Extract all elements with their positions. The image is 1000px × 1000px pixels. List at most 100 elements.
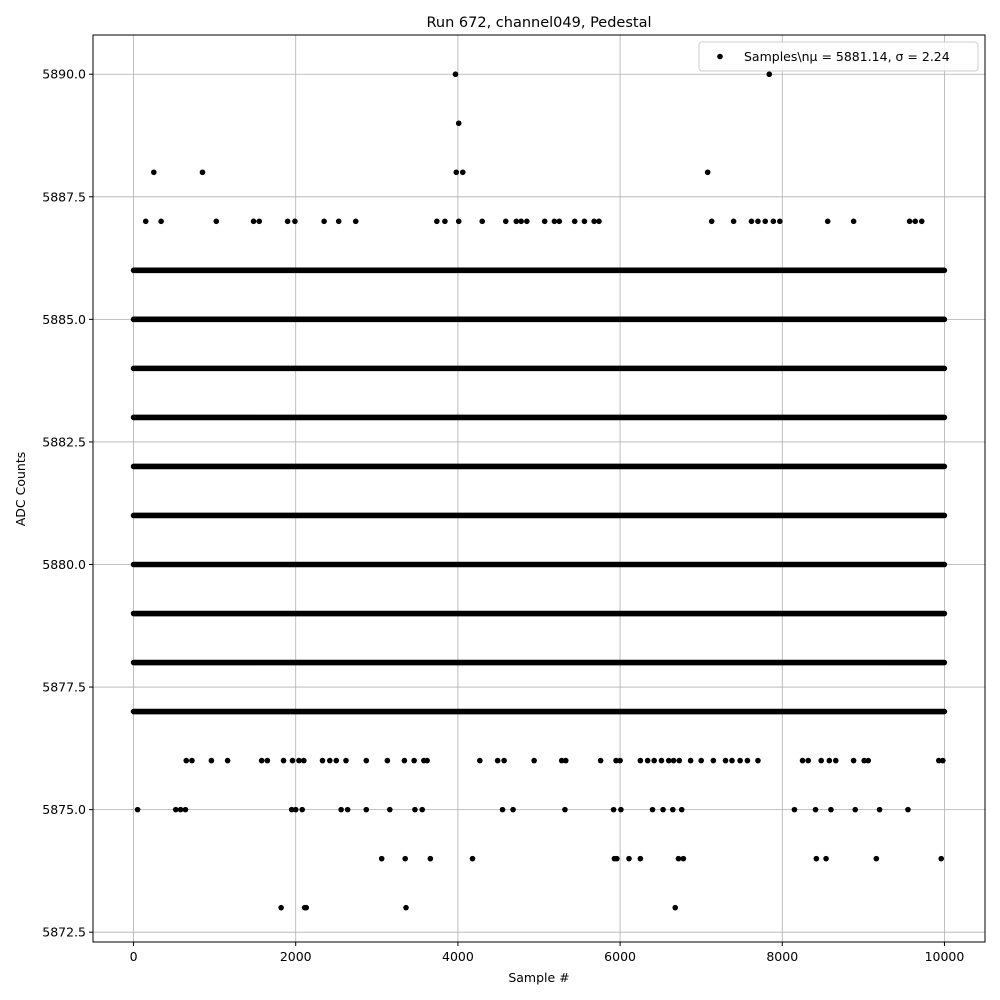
data-point xyxy=(744,757,751,764)
data-point xyxy=(256,218,263,225)
data-point xyxy=(905,806,911,813)
data-point xyxy=(799,757,806,764)
data-point xyxy=(729,757,735,764)
legend: Samples\nμ = 5881.14, σ = 2.24 xyxy=(698,41,979,72)
y-tick-label: 5875.0 xyxy=(42,802,86,817)
grid xyxy=(93,35,985,942)
data-point xyxy=(513,218,520,225)
data-point xyxy=(591,218,597,225)
data-point xyxy=(824,218,831,225)
x-tick-label: 2000 xyxy=(280,949,312,964)
data-point xyxy=(289,757,296,764)
data-point xyxy=(501,757,507,764)
data-point xyxy=(852,806,859,813)
data-point xyxy=(182,806,189,813)
data-point xyxy=(812,806,819,813)
data-point xyxy=(722,757,729,764)
data-point xyxy=(453,169,460,176)
data-point xyxy=(850,757,857,764)
data-point xyxy=(644,757,651,764)
data-point xyxy=(224,757,231,764)
data-point xyxy=(672,904,679,911)
data-point xyxy=(296,757,302,764)
data-point xyxy=(748,218,755,225)
data-point xyxy=(597,757,604,764)
data-point xyxy=(762,218,769,225)
data-point xyxy=(280,757,287,764)
data-point xyxy=(258,757,265,764)
data-point xyxy=(828,806,834,813)
data-point xyxy=(558,757,565,764)
x-tick-label: 0 xyxy=(130,949,138,964)
data-point xyxy=(292,806,299,813)
y-axis-label: ADC Counts xyxy=(13,452,28,527)
data-point xyxy=(755,757,761,764)
data-point xyxy=(333,757,340,764)
data-point xyxy=(626,855,632,862)
data-point xyxy=(301,757,307,764)
data-point xyxy=(524,218,530,225)
chart-title: Run 672, channel049, Pedestal xyxy=(426,15,651,31)
data-point xyxy=(412,806,418,813)
data-point xyxy=(596,218,602,225)
data-point xyxy=(813,855,820,862)
data-point xyxy=(189,757,195,764)
data-point xyxy=(876,806,883,813)
data-point xyxy=(424,757,430,764)
data-point xyxy=(427,855,434,862)
data-point xyxy=(665,757,672,764)
data-point xyxy=(755,218,761,225)
data-point xyxy=(777,218,783,225)
data-point xyxy=(676,757,683,764)
data-point xyxy=(199,169,206,176)
data-point xyxy=(818,757,824,764)
data-point xyxy=(469,855,476,862)
data-point xyxy=(502,218,509,225)
data-point xyxy=(614,855,620,862)
data-point xyxy=(678,806,685,813)
data-point xyxy=(710,757,717,764)
data-point xyxy=(288,806,295,813)
data-point xyxy=(363,757,370,764)
data-point xyxy=(571,218,578,225)
legend-label: Samples\nμ = 5881.14, σ = 2.24 xyxy=(744,49,950,64)
data-point xyxy=(613,757,619,764)
data-point xyxy=(675,855,682,862)
x-tick-label: 10000 xyxy=(925,949,965,964)
data-point xyxy=(384,757,391,764)
data-point xyxy=(551,218,558,225)
data-point xyxy=(213,218,220,225)
data-point xyxy=(459,169,466,176)
data-point xyxy=(326,757,333,764)
y-axis: 5872.5 5875.0 5877.5 5880.0 5882.5 5885.0 5887… xyxy=(42,67,93,940)
y-tick-label: 5882.5 xyxy=(42,434,86,449)
data-point xyxy=(610,806,617,813)
data-point xyxy=(938,855,945,862)
data-point xyxy=(680,855,687,862)
data-point xyxy=(419,806,426,813)
data-point xyxy=(651,757,657,764)
data-point xyxy=(344,806,351,813)
data-point xyxy=(177,806,184,813)
data-point xyxy=(335,218,342,225)
y-tick-label: 5877.5 xyxy=(42,680,86,695)
data-point xyxy=(832,757,839,764)
data-point xyxy=(766,71,773,78)
data-point xyxy=(452,71,459,78)
data-point xyxy=(455,218,462,225)
data-point xyxy=(912,218,919,225)
legend-box xyxy=(698,41,979,72)
data-point xyxy=(617,757,623,764)
data-point xyxy=(935,757,942,764)
data-points xyxy=(130,71,948,911)
data-point xyxy=(850,218,857,225)
data-point xyxy=(158,218,164,225)
x-axis-label: Sample # xyxy=(508,970,569,985)
data-point xyxy=(670,757,677,764)
data-point xyxy=(434,218,440,225)
data-point xyxy=(319,757,326,764)
data-point xyxy=(698,757,704,764)
data-point xyxy=(352,218,359,225)
data-point xyxy=(510,806,516,813)
data-point xyxy=(479,218,486,225)
